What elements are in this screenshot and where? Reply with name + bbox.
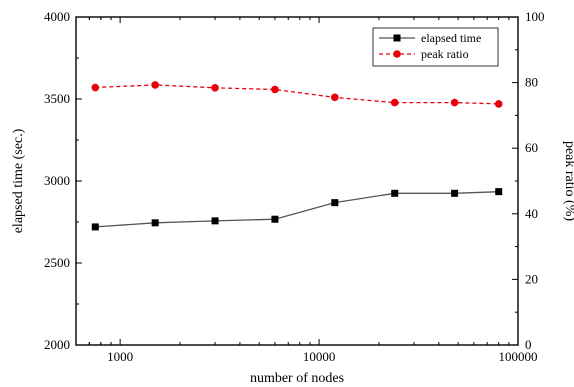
right-y-tick-label: 100 [525, 9, 545, 24]
legend-box [372, 27, 499, 67]
right-y-tick-label: 20 [525, 271, 538, 286]
left-y-tick-label: 3500 [44, 91, 70, 106]
legend-label: peak ratio [421, 47, 469, 61]
data-point-peak-ratio [494, 100, 503, 108]
data-point-elapsed-time [331, 199, 339, 207]
data-point-elapsed-time [91, 223, 99, 231]
data-point-elapsed-time [495, 188, 503, 196]
left-y-tick-label: 4000 [44, 9, 70, 24]
left-y-tick-label: 3000 [44, 173, 70, 188]
right-y-tick-label: 40 [525, 206, 538, 221]
left-y-tick-label: 2000 [44, 337, 70, 352]
data-point-elapsed-time [211, 217, 219, 225]
series-layer [91, 81, 503, 231]
data-point-peak-ratio [211, 84, 219, 92]
left-y-tick-label: 2500 [44, 255, 70, 270]
x-axis-title: number of nodes [250, 371, 344, 386]
data-point-peak-ratio [331, 93, 339, 102]
x-tick-label: 10000 [303, 349, 336, 364]
legend-marker-circle [393, 50, 401, 58]
data-point-peak-ratio [271, 85, 279, 94]
x-tick-label: 100000 [499, 349, 538, 364]
right-y-tick-label: 0 [525, 337, 532, 352]
data-point-peak-ratio [450, 98, 459, 107]
left-y-axis-title: elapsed time (sec.) [11, 128, 26, 233]
data-point-peak-ratio [151, 81, 159, 89]
data-point-peak-ratio [91, 83, 100, 92]
right-y-axis-title: peak ratio (%) [562, 141, 574, 221]
right-y-tick-label: 60 [525, 140, 538, 155]
data-point-elapsed-time [271, 215, 279, 223]
right-y-tick-label: 80 [525, 75, 538, 90]
x-tick-label: 1000 [107, 349, 133, 364]
data-point-elapsed-time [391, 189, 399, 197]
series-line-0 [95, 191, 499, 228]
data-point-elapsed-time [451, 189, 459, 197]
series-line-1 [95, 84, 499, 105]
legend: elapsed time peak ratio [372, 27, 499, 67]
legend-label: elapsed time [421, 31, 481, 45]
legend-marker-square [393, 34, 401, 42]
data-point-peak-ratio [390, 98, 399, 107]
ticks: 1000 10000 100000 2000 2500 3000 3500 4000 0 20 40… [44, 9, 545, 364]
data-point-elapsed-time [151, 219, 159, 227]
